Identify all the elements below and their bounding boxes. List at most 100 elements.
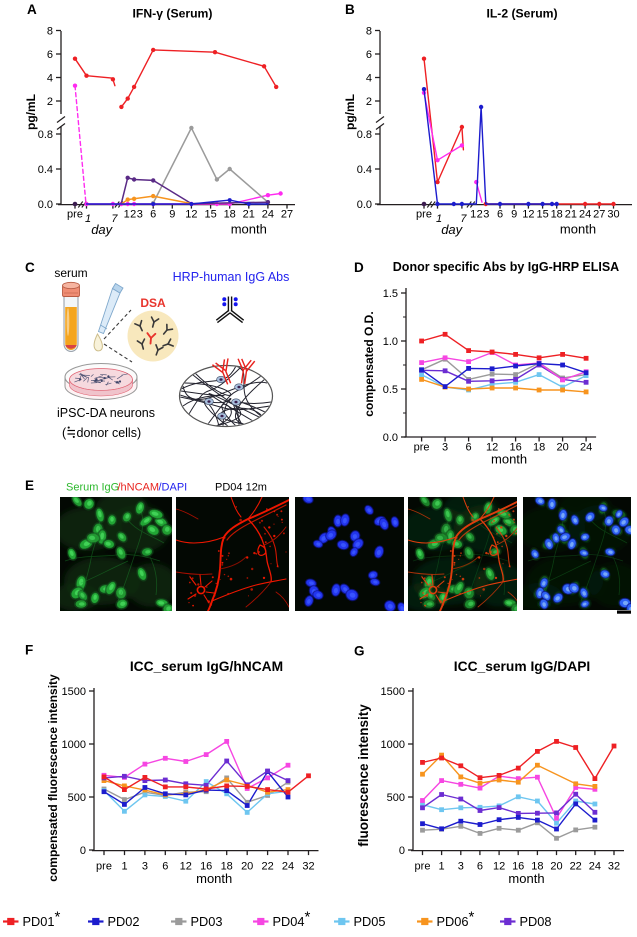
svg-text:12: 12 bbox=[493, 861, 505, 873]
svg-text:PD04 12m: PD04 12m bbox=[215, 482, 267, 494]
svg-text:PD05: PD05 bbox=[354, 914, 386, 929]
svg-text:donor cells): donor cells) bbox=[77, 426, 142, 440]
svg-text:18: 18 bbox=[221, 861, 233, 873]
svg-text:500: 500 bbox=[68, 792, 86, 804]
svg-text:22: 22 bbox=[261, 861, 273, 873]
svg-text:month: month bbox=[491, 452, 527, 467]
svg-text:Serum IgG: Serum IgG bbox=[66, 482, 119, 494]
svg-text:18: 18 bbox=[531, 861, 543, 873]
svg-text:6: 6 bbox=[366, 49, 372, 61]
svg-text:(: ( bbox=[62, 426, 67, 440]
svg-text:E: E bbox=[25, 478, 34, 493]
svg-text:123: 123 bbox=[124, 209, 144, 221]
svg-text:7: 7 bbox=[111, 213, 118, 225]
svg-text:pg/mL: pg/mL bbox=[24, 94, 38, 130]
svg-text:6: 6 bbox=[150, 209, 156, 221]
svg-text:18: 18 bbox=[224, 209, 236, 221]
svg-text:0.0: 0.0 bbox=[38, 199, 53, 211]
svg-text:serum: serum bbox=[54, 266, 87, 280]
svg-text:G: G bbox=[354, 644, 365, 659]
svg-text:1000: 1000 bbox=[62, 739, 86, 751]
svg-text:0.4: 0.4 bbox=[38, 164, 53, 176]
svg-text:1: 1 bbox=[436, 213, 442, 225]
svg-text:A: A bbox=[27, 2, 37, 17]
svg-text:0.4: 0.4 bbox=[357, 164, 372, 176]
svg-text:500: 500 bbox=[387, 792, 405, 804]
svg-text:ICC_serum IgG/DAPI: ICC_serum IgG/DAPI bbox=[454, 659, 590, 674]
svg-text:12: 12 bbox=[185, 209, 197, 221]
svg-text:PD02: PD02 bbox=[108, 914, 140, 929]
svg-text:27: 27 bbox=[281, 209, 293, 221]
svg-text:PD06*: PD06* bbox=[437, 909, 475, 930]
svg-text:21: 21 bbox=[565, 209, 577, 221]
svg-text:1: 1 bbox=[439, 861, 445, 873]
svg-text:1500: 1500 bbox=[381, 686, 405, 698]
svg-text:/hNCAM: /hNCAM bbox=[118, 482, 160, 494]
svg-text:PD01*: PD01* bbox=[23, 909, 61, 930]
svg-text:1: 1 bbox=[85, 213, 91, 225]
svg-text:month: month bbox=[231, 222, 267, 237]
svg-text:/DAPI: /DAPI bbox=[159, 482, 188, 494]
svg-text:6: 6 bbox=[497, 209, 503, 221]
svg-text:month: month bbox=[508, 871, 544, 886]
svg-text:day: day bbox=[441, 222, 463, 237]
svg-text:C: C bbox=[25, 260, 35, 275]
svg-text:8: 8 bbox=[47, 26, 53, 38]
svg-text:ICC_serum IgG/hNCAM: ICC_serum IgG/hNCAM bbox=[130, 659, 283, 674]
svg-text:pre: pre bbox=[67, 209, 83, 221]
svg-text:2: 2 bbox=[47, 96, 53, 108]
svg-text:3: 3 bbox=[458, 861, 464, 873]
svg-text:0.0: 0.0 bbox=[383, 432, 398, 444]
svg-text:18: 18 bbox=[551, 209, 563, 221]
svg-text:IFN-γ (Serum): IFN-γ (Serum) bbox=[133, 7, 213, 21]
svg-text:3: 3 bbox=[142, 861, 148, 873]
svg-text:24: 24 bbox=[579, 209, 591, 221]
svg-text:0.8: 0.8 bbox=[38, 129, 53, 141]
svg-text:9: 9 bbox=[511, 209, 517, 221]
svg-text:1500: 1500 bbox=[62, 686, 86, 698]
svg-text:9: 9 bbox=[169, 209, 175, 221]
svg-text:20: 20 bbox=[556, 442, 568, 454]
svg-text:15: 15 bbox=[204, 209, 216, 221]
svg-text:6: 6 bbox=[466, 442, 472, 454]
svg-text:16: 16 bbox=[200, 861, 212, 873]
svg-text:22: 22 bbox=[570, 861, 582, 873]
svg-text:18: 18 bbox=[533, 442, 545, 454]
svg-text:30: 30 bbox=[607, 209, 619, 221]
svg-text:F: F bbox=[25, 643, 33, 658]
svg-text:B: B bbox=[345, 2, 355, 17]
svg-text:8: 8 bbox=[366, 26, 372, 38]
svg-text:IL-2 (Serum): IL-2 (Serum) bbox=[486, 7, 557, 21]
svg-text:0.0: 0.0 bbox=[357, 199, 372, 211]
svg-text:0: 0 bbox=[80, 845, 86, 857]
svg-text:6: 6 bbox=[477, 861, 483, 873]
svg-text:16: 16 bbox=[512, 861, 524, 873]
svg-text:24: 24 bbox=[262, 209, 274, 221]
svg-text:123: 123 bbox=[470, 209, 490, 221]
svg-text:20: 20 bbox=[550, 861, 562, 873]
svg-text:Donor specific Abs by IgG-HRP: Donor specific Abs by IgG-HRP ELISA bbox=[393, 260, 619, 274]
svg-text:DSA: DSA bbox=[140, 296, 166, 310]
svg-text:compensated O.D.: compensated O.D. bbox=[362, 311, 376, 416]
svg-text:1.0: 1.0 bbox=[383, 336, 398, 348]
svg-text:20: 20 bbox=[241, 861, 253, 873]
svg-text:32: 32 bbox=[608, 861, 620, 873]
svg-text:0: 0 bbox=[399, 845, 405, 857]
svg-text:pre: pre bbox=[414, 442, 430, 454]
svg-text:3: 3 bbox=[442, 442, 448, 454]
svg-text:24: 24 bbox=[589, 861, 601, 873]
svg-text:12: 12 bbox=[522, 209, 534, 221]
svg-text:D: D bbox=[354, 260, 364, 275]
svg-text:24: 24 bbox=[282, 861, 294, 873]
svg-text:fluorescence intensity: fluorescence intensity bbox=[356, 704, 371, 847]
svg-text:4: 4 bbox=[366, 73, 372, 85]
svg-text:7: 7 bbox=[460, 213, 467, 225]
svg-text:iPSC-DA neurons: iPSC-DA neurons bbox=[57, 406, 155, 420]
svg-text:day: day bbox=[91, 222, 113, 237]
svg-text:compensated fluorescence inte: compensated fluorescence intensity bbox=[46, 674, 60, 882]
svg-text:HRP-human IgG Abs: HRP-human IgG Abs bbox=[173, 270, 290, 284]
svg-text:0.5: 0.5 bbox=[383, 384, 398, 396]
svg-text:27: 27 bbox=[593, 209, 605, 221]
svg-text:0.8: 0.8 bbox=[357, 129, 372, 141]
svg-text:6: 6 bbox=[162, 861, 168, 873]
